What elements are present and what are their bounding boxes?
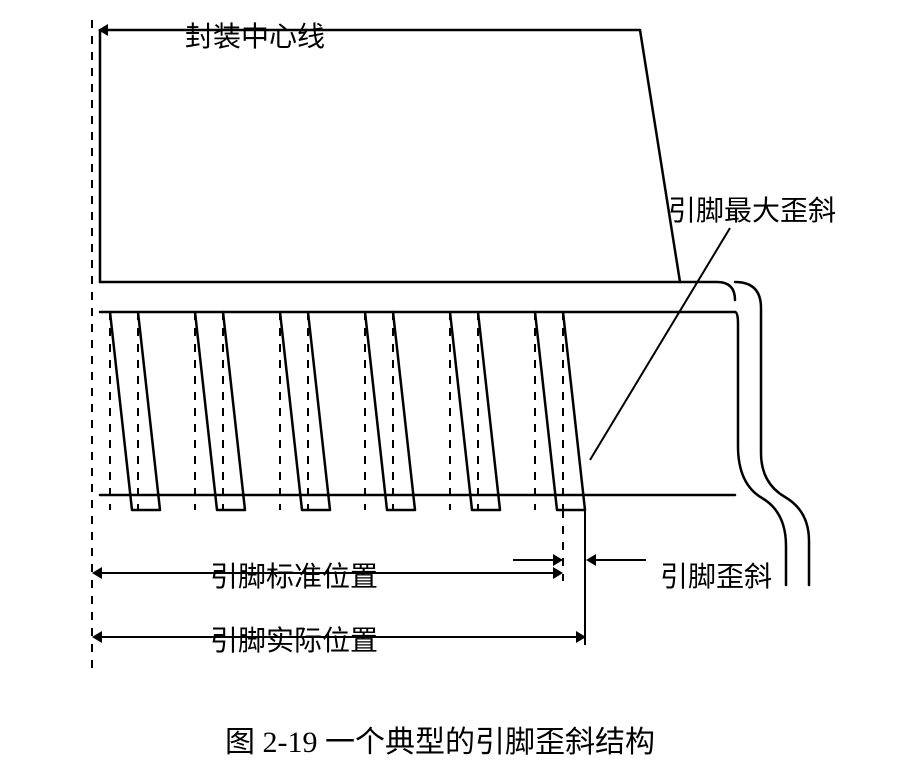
label-standard-pos: 引脚标准位置 xyxy=(210,555,378,595)
label-skew: 引脚歪斜 xyxy=(660,555,772,595)
label-max-skew: 引脚最大歪斜 xyxy=(668,189,836,229)
diagram-svg xyxy=(0,0,921,759)
label-actual-pos: 引脚实际位置 xyxy=(210,619,378,659)
figure-caption: 图 2-19 一个典型的引脚歪斜结构 xyxy=(225,717,655,761)
label-centerline: 封装中心线 xyxy=(185,15,325,55)
